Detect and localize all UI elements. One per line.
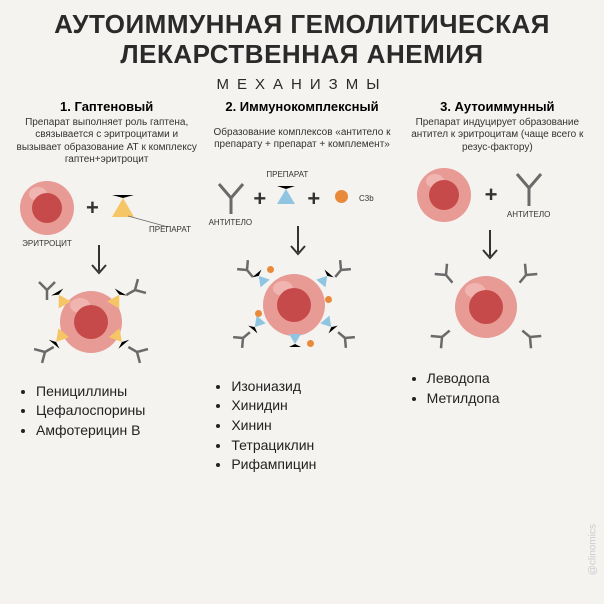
list-item: Изониазид (231, 377, 396, 397)
antibody-icon (120, 275, 150, 305)
c3b-dot-icon (335, 190, 348, 203)
col-desc: Образование комплексов «антитело к препа… (207, 117, 396, 162)
list-item: Леводопа (427, 369, 592, 389)
subtitle: МЕХАНИЗМЫ (12, 76, 592, 93)
diagram-immunocomplex: + + АНТИТЕЛО ПРЕПАРАТ C3b (207, 168, 396, 373)
list-item: Цефалоспорины (36, 401, 201, 421)
antibody-icon (36, 279, 58, 301)
plus-icon: + (485, 182, 498, 208)
label-erythrocyte: ЭРИТРОЦИТ (12, 239, 82, 248)
antibody-large-icon (513, 170, 545, 208)
plus-icon: + (307, 186, 320, 212)
antibody-icon (331, 324, 359, 352)
arrow-down-icon (475, 228, 505, 268)
antibody-icon (510, 260, 541, 291)
label-antibody: АНТИТЕЛО (205, 218, 255, 227)
label-drug: ПРЕПАРАТ (261, 170, 313, 179)
title-line-1: АУТОИММУННАЯ ГЕМОЛИТИЧЕСКАЯ (54, 9, 550, 39)
list-item: Амфотерицин В (36, 421, 201, 441)
title-line-2: ЛЕКАРСТВЕННАЯ АНЕМИЯ (120, 39, 483, 69)
antibody-icon (514, 322, 545, 353)
label-c3b: C3b (353, 194, 379, 203)
col-immunocomplex: 2. Иммунокомплексный Образование комплек… (207, 99, 396, 475)
diagram-hapten: + ЭРИТРОЦИТ ПРЕПАРАТ (12, 173, 201, 378)
list-item: Хинин (231, 416, 396, 436)
plus-icon: + (86, 195, 99, 221)
label-antibody: АНТИТЕЛО (503, 210, 555, 219)
plus-icon: + (253, 186, 266, 212)
col-desc: Препарат выполняет роль гаптена, связыва… (12, 117, 201, 167)
list-item: Метилдопа (427, 389, 592, 409)
antibody-large-icon (215, 180, 247, 216)
drug-triangle-blue-icon (277, 186, 295, 204)
antibody-icon (430, 260, 461, 291)
antibody-icon (426, 322, 457, 353)
col-hapten: 1. Гаптеновый Препарат выполняет роль га… (12, 99, 201, 475)
arrow-down-icon (84, 243, 114, 283)
col-title: 2. Иммунокомплексный (207, 99, 396, 114)
drug-list-autoimmune: Леводопа Метилдопа (403, 369, 592, 408)
mechanism-columns: 1. Гаптеновый Препарат выполняет роль га… (12, 99, 592, 475)
diagram-autoimmune: + АНТИТЕЛО (403, 160, 592, 365)
drug-list-immunocomplex: Изониазид Хинидин Хинин Тетрациклин Рифа… (207, 377, 396, 475)
col-title: 1. Гаптеновый (12, 99, 201, 114)
main-title: АУТОИММУННАЯ ГЕМОЛИТИЧЕСКАЯ ЛЕКАРСТВЕННА… (12, 10, 592, 70)
list-item: Тетрациклин (231, 436, 396, 456)
list-item: Рифампицин (231, 455, 396, 475)
drug-list-hapten: Пенициллины Цефалоспорины Амфотерицин В (12, 382, 201, 441)
watermark: @clinomics (587, 524, 598, 575)
label-drug: ПРЕПАРАТ (142, 225, 198, 234)
arrow-down-icon (283, 224, 313, 264)
col-title: 3. Аутоиммунный (403, 99, 592, 114)
col-desc: Препарат индуцирует образование антител … (403, 117, 592, 155)
list-item: Пенициллины (36, 382, 201, 402)
col-autoimmune: 3. Аутоиммунный Препарат индуцирует обра… (403, 99, 592, 475)
list-item: Хинидин (231, 396, 396, 416)
